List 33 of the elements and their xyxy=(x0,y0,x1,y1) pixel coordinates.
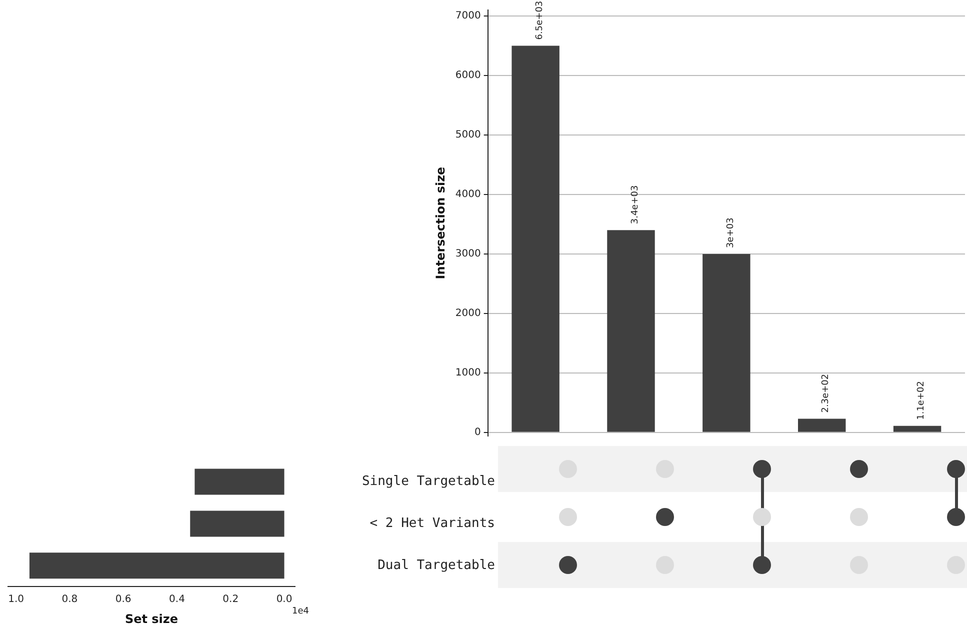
y-tick-label: 4000 xyxy=(455,189,481,200)
bar xyxy=(29,552,284,579)
text: 1e4 xyxy=(292,606,310,616)
data-label: 1.1e+02 xyxy=(916,381,927,420)
bar xyxy=(893,426,942,432)
y-tick-label: 3000 xyxy=(455,248,481,260)
x-tick-label: 0.8 xyxy=(62,594,78,606)
x-tick-label: 0.0 xyxy=(276,594,292,606)
bar xyxy=(190,510,284,537)
y-tick-label: < 2 Het Variants xyxy=(370,516,495,532)
x-tick-label: 0.2 xyxy=(222,594,239,606)
x-tick-label: 0.6 xyxy=(115,594,132,606)
bar xyxy=(512,46,560,432)
x-tick-label: 1.0 xyxy=(8,594,24,606)
y-tick-label: Single Targetable xyxy=(362,474,496,490)
y-tick-label: Dual Targetable xyxy=(378,558,496,574)
y-tick-label: 5000 xyxy=(455,130,481,141)
x-axis-title: Set size xyxy=(124,612,178,626)
x-tick-label: 0.4 xyxy=(169,594,185,606)
y-tick-label: 1000 xyxy=(455,368,481,379)
bar xyxy=(607,230,655,432)
data-label: 3.4e+03 xyxy=(630,185,640,224)
y-tick-label: 6000 xyxy=(455,70,481,82)
y-tick-label: 0 xyxy=(474,427,481,438)
bar xyxy=(798,418,846,432)
y-tick-label: 7000 xyxy=(455,10,481,22)
data-label: 6.5e+03 xyxy=(534,0,545,40)
data-label: 2.3e+02 xyxy=(821,374,832,413)
bar xyxy=(194,468,284,495)
y-tick-label: 2000 xyxy=(455,308,481,320)
y-axis-title: Intersection size xyxy=(433,166,448,280)
data-label: 3e+03 xyxy=(726,218,736,248)
bar xyxy=(702,254,750,432)
